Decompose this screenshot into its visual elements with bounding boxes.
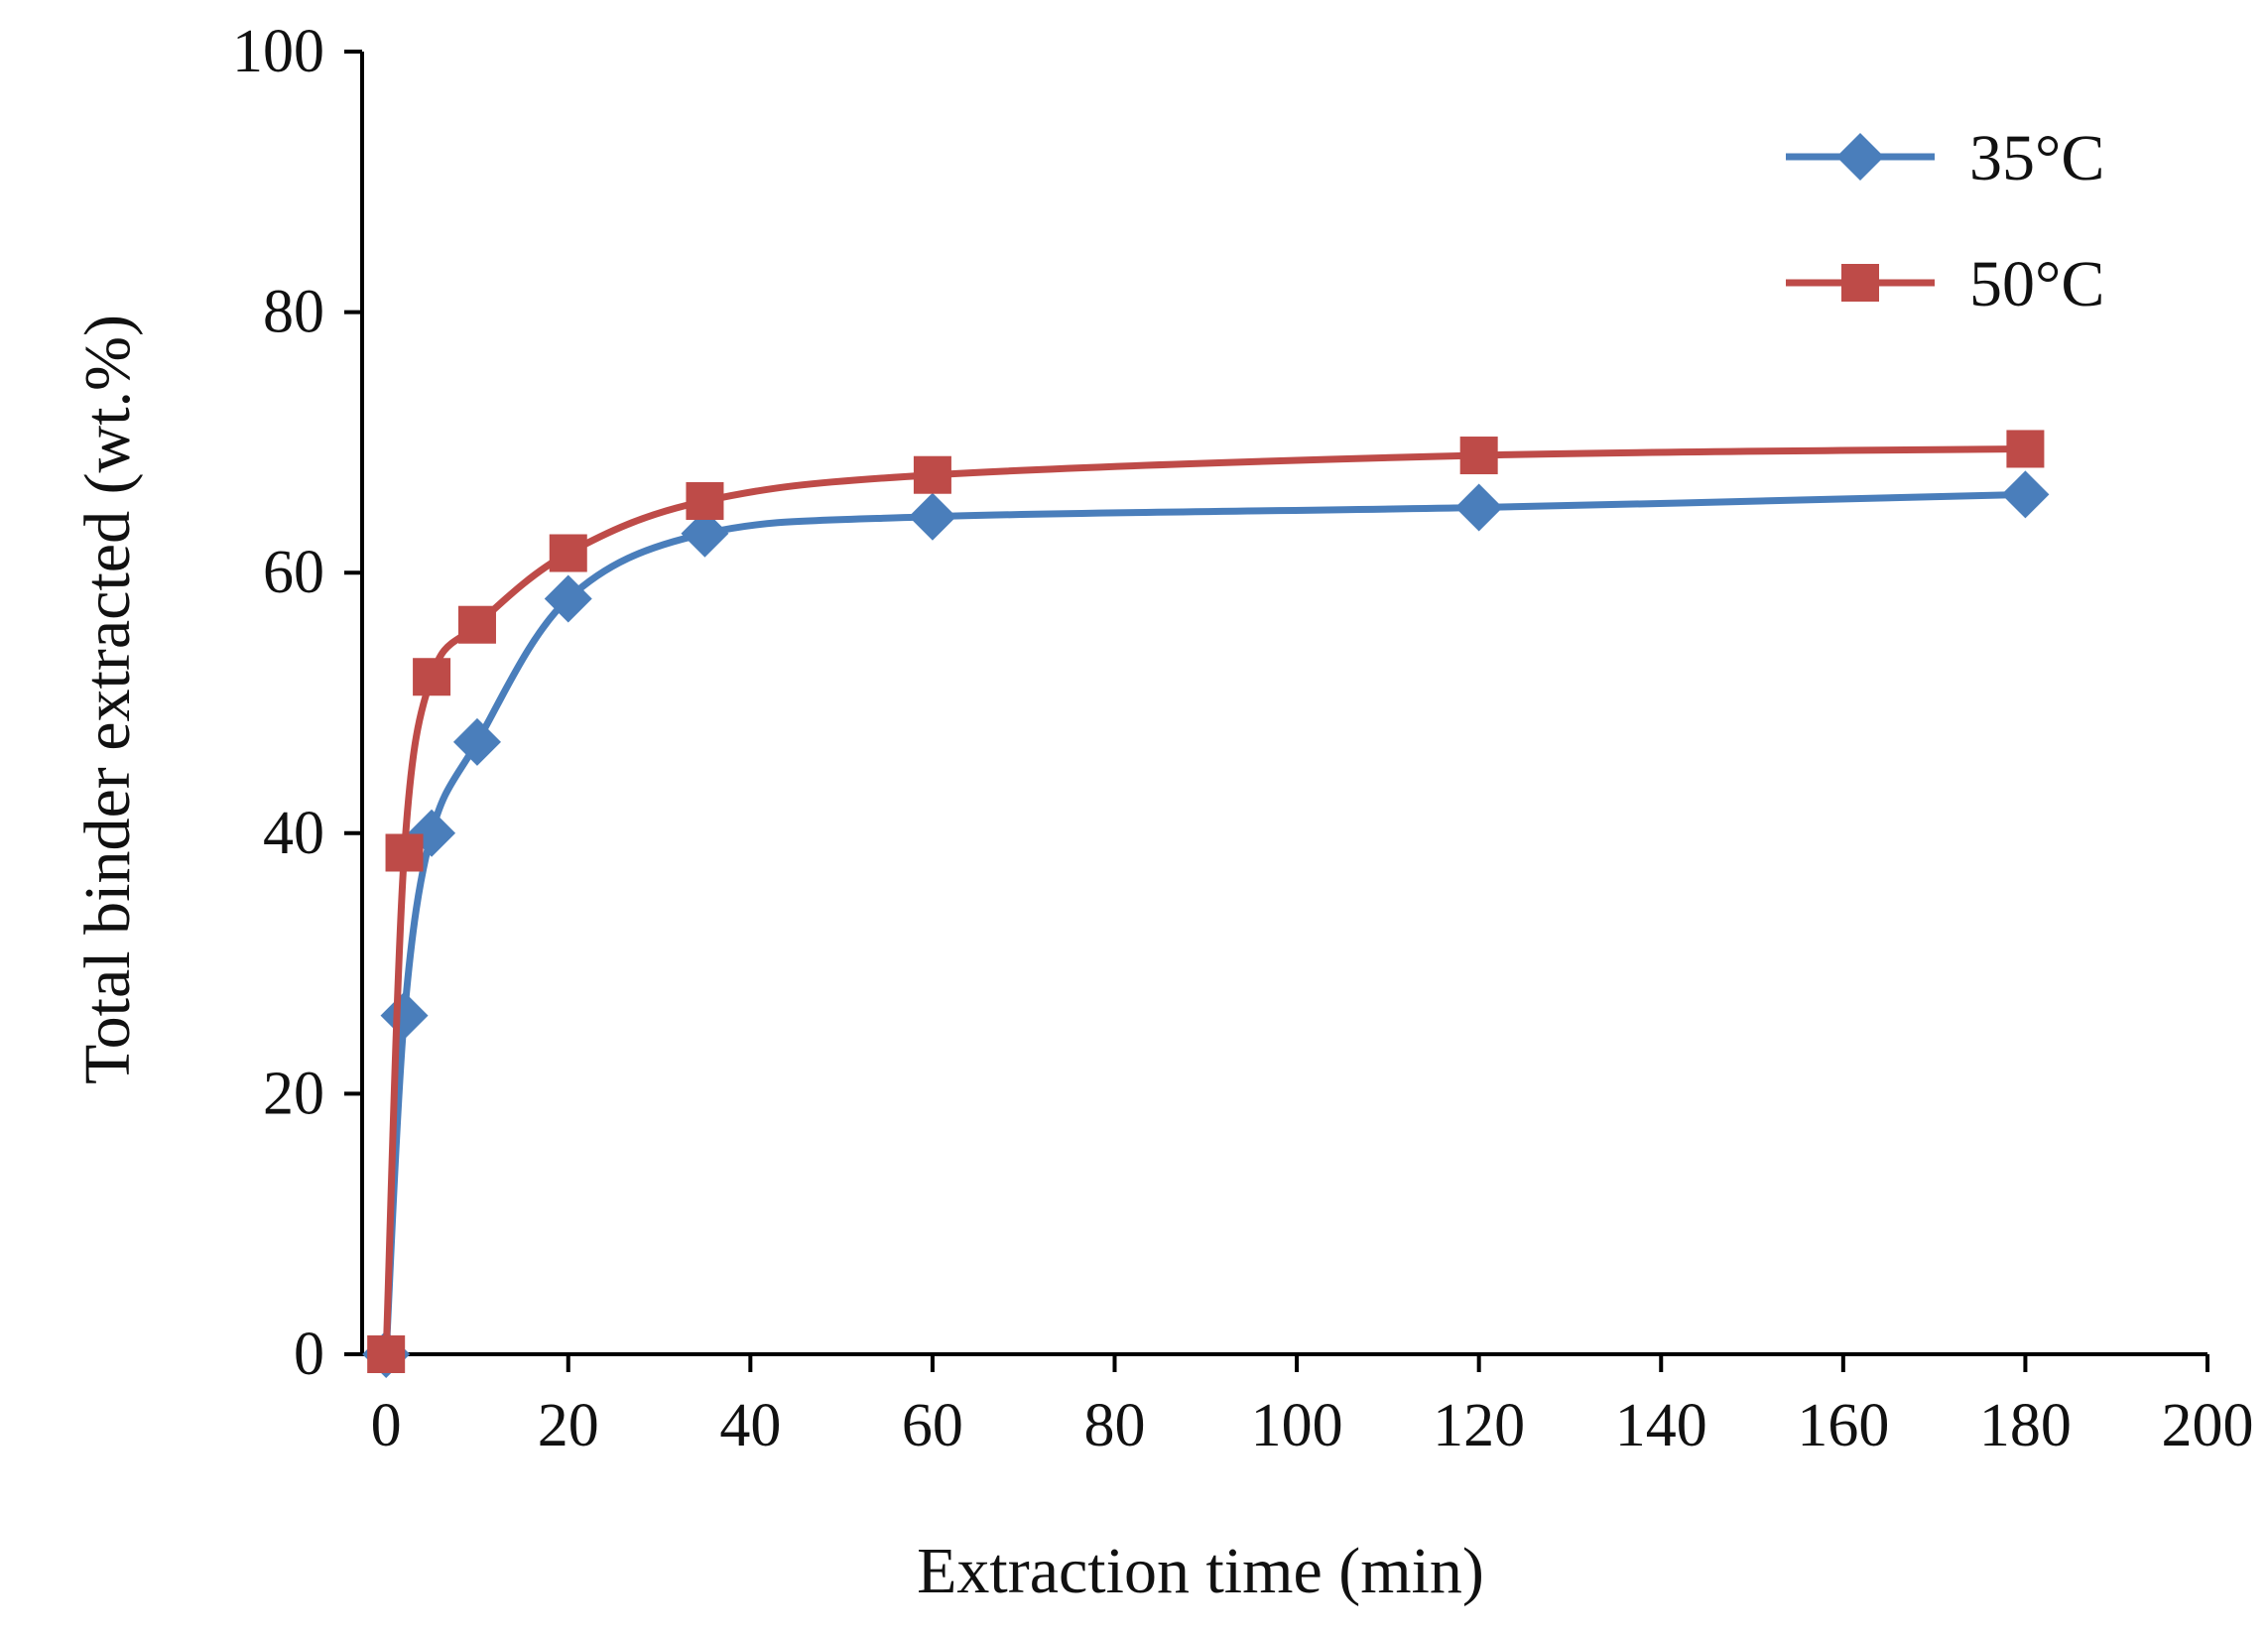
legend-label: 35°C (1969, 122, 2104, 194)
legend-label: 50°C (1969, 248, 2104, 320)
data-point (908, 492, 956, 541)
data-point (544, 574, 592, 623)
y-tick-label: 80 (263, 279, 324, 346)
data-point (1454, 483, 1503, 532)
x-tick-label: 120 (1433, 1392, 1525, 1459)
data-point (549, 534, 587, 572)
x-tick-label: 20 (538, 1392, 599, 1459)
series-second (367, 430, 2045, 1373)
data-point (686, 481, 724, 520)
data-point (457, 605, 496, 644)
x-tick-label: 0 (371, 1392, 402, 1459)
x-tick-label: 100 (1251, 1392, 1343, 1459)
x-tick-label: 200 (2162, 1392, 2254, 1459)
legend-item: 50°C (1786, 248, 2104, 320)
series-first (362, 470, 2050, 1378)
data-point (413, 658, 451, 696)
x-tick-label: 80 (1084, 1392, 1146, 1459)
legend-marker (1841, 264, 1879, 302)
y-tick-label: 20 (263, 1060, 324, 1127)
data-point (452, 717, 501, 766)
legend-item: 35°C (1786, 122, 2104, 194)
x-tick-label: 60 (902, 1392, 963, 1459)
x-tick-label: 40 (719, 1392, 781, 1459)
y-tick-label: 100 (232, 18, 324, 85)
x-tick-label: 180 (1979, 1392, 2072, 1459)
series-layer (362, 430, 2050, 1378)
data-point (367, 1335, 406, 1373)
data-point (380, 991, 429, 1040)
x-tick-label: 160 (1797, 1392, 1889, 1459)
data-point (913, 455, 951, 494)
data-point (2001, 470, 2050, 519)
data-point (385, 833, 424, 872)
x-axis-label: Extraction time (min) (917, 1535, 1484, 1607)
axes-layer: 0 20 40 60 80 100 0 20 40 60 80 100 120 140 160 180 200 (232, 18, 2254, 1459)
series-line (382, 490, 2026, 1355)
data-point (1459, 437, 1498, 475)
y-tick-label: 0 (294, 1321, 324, 1388)
y-tick-label: 40 (263, 800, 324, 867)
x-tick-label: 140 (1615, 1392, 1707, 1459)
legend: 35°C 50°C (1786, 122, 2104, 320)
series-line (382, 444, 2026, 1355)
y-axis-label: Total binder extracted (wt.%) (71, 315, 144, 1084)
legend-marker (1836, 133, 1884, 181)
data-point (2006, 430, 2045, 468)
y-tick-label: 60 (263, 539, 324, 606)
data-point (681, 509, 729, 558)
